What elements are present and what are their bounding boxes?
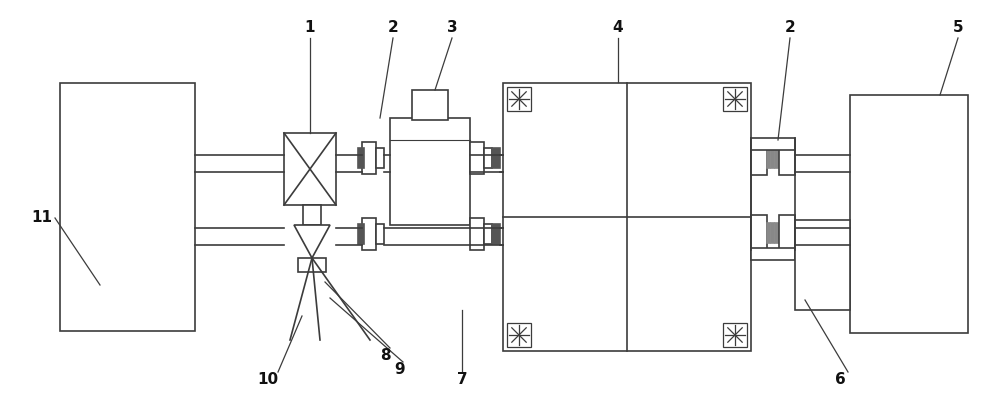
Bar: [751, 248, 795, 260]
Bar: [723, 87, 747, 111]
Bar: [60, 83, 195, 331]
Text: 3: 3: [447, 21, 457, 36]
Bar: [771, 148, 774, 168]
Bar: [492, 224, 500, 244]
Text: 2: 2: [388, 21, 398, 36]
Bar: [775, 148, 778, 168]
Bar: [484, 148, 492, 168]
Bar: [484, 224, 492, 244]
Bar: [779, 140, 795, 175]
Bar: [284, 133, 336, 205]
Bar: [412, 90, 448, 120]
Bar: [850, 95, 968, 333]
Text: 2: 2: [785, 21, 795, 36]
Bar: [767, 223, 770, 243]
Text: 9: 9: [395, 363, 405, 377]
Bar: [362, 218, 376, 250]
Bar: [751, 140, 767, 175]
Bar: [507, 323, 531, 347]
Text: 6: 6: [835, 373, 845, 387]
Bar: [376, 148, 384, 168]
Bar: [492, 148, 500, 168]
Bar: [507, 87, 531, 111]
Bar: [503, 83, 751, 351]
Text: 7: 7: [457, 373, 467, 387]
Text: 8: 8: [380, 347, 390, 363]
Bar: [767, 148, 770, 168]
Bar: [362, 142, 376, 174]
Bar: [358, 224, 364, 244]
Bar: [775, 223, 778, 243]
Text: 1: 1: [305, 21, 315, 36]
Text: 11: 11: [32, 211, 52, 225]
Bar: [470, 142, 484, 174]
Bar: [390, 118, 470, 225]
Bar: [771, 223, 774, 243]
Bar: [358, 148, 364, 168]
Text: 4: 4: [613, 21, 623, 36]
Bar: [779, 215, 795, 250]
Bar: [470, 218, 484, 250]
Bar: [751, 138, 795, 150]
Bar: [795, 220, 850, 310]
Bar: [376, 224, 384, 244]
Text: 10: 10: [257, 373, 279, 387]
Polygon shape: [294, 225, 330, 258]
Bar: [723, 323, 747, 347]
Bar: [751, 215, 767, 250]
Bar: [298, 258, 326, 272]
Text: 5: 5: [953, 21, 963, 36]
Bar: [303, 205, 321, 225]
